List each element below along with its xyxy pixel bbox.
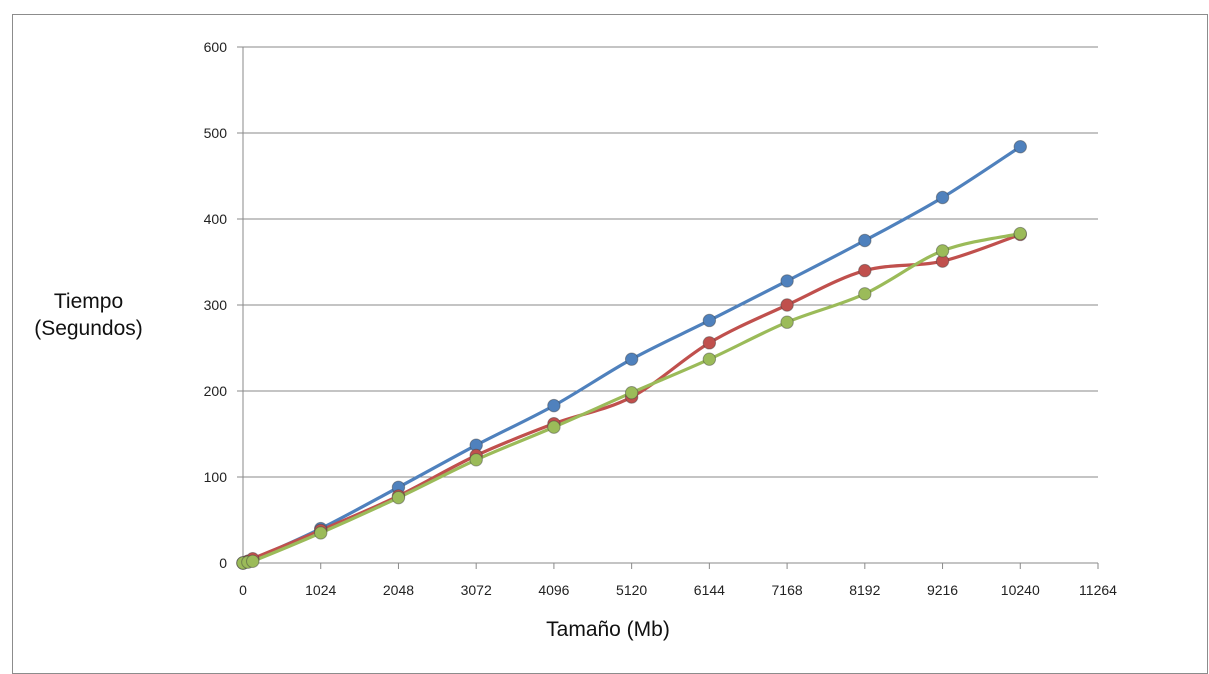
series-2-point-3 [314,526,328,540]
axes [237,46,1099,569]
chart-frame [12,14,1208,674]
y-tick-label-5: 500 [204,125,228,141]
series-2-point-7 [624,386,639,400]
x-tick-label-2: 2048 [383,582,414,598]
x-tick-label-7: 7168 [772,582,803,598]
y-tick-labels: 0 100 200 300 400 500 600 [204,39,228,571]
x-tick-label-5: 5120 [616,582,647,598]
x-tick-labels: 0 1024 2048 3072 4096 5120 6144 7168 8192 9216 102… [239,582,1117,598]
y-axis-label-line-1: Tiempo [53,290,124,313]
series-1-point-10 [858,263,872,278]
x-tick-label-11: 11264 [1079,582,1117,598]
series-2-point-9 [780,315,794,329]
y-tick-label-2: 200 [204,383,228,399]
series-points [236,140,1027,570]
series-2-point-2 [246,554,260,568]
series-2-point-6 [547,420,561,434]
gridlines [243,46,1098,478]
y-tick-label-6: 600 [204,39,228,55]
x-tick-label-9: 9216 [927,582,958,598]
x-tick-label-6: 6144 [694,582,725,598]
series-2-point-12 [1013,226,1027,241]
series-0-point-7 [624,352,639,366]
series-0-point-8 [702,313,717,328]
line-chart: 0 100 200 300 400 500 600 0 1024 2048 3072 4096 512… [204,39,1118,598]
x-tick-label-4: 4096 [538,582,569,598]
x-tick-label-8: 8192 [849,582,880,598]
series-2-point-8 [702,352,717,366]
x-tick-label-10: 10240 [1001,582,1040,598]
series-0-point-6 [547,398,561,413]
y-axis-label-line-2: (Segundos) [34,317,143,340]
series-2-point-5 [469,453,483,467]
x-axis-label: Tamaño (Mb) [546,618,670,641]
x-tick-label-3: 3072 [461,582,492,598]
x-tick-label-1: 1024 [305,582,336,598]
series-0-point-11 [935,190,950,205]
y-tick-label-1: 100 [204,469,228,485]
series-0-point-10 [858,233,872,248]
y-tick-label-0: 0 [219,555,227,571]
series-0-point-12 [1013,140,1027,154]
series-2-point-4 [391,490,406,505]
series-1-point-8 [702,336,717,350]
y-axis-label: Tiempo (Segundos) [16,288,161,342]
series-2-point-10 [858,287,872,301]
y-tick-label-4: 400 [204,211,228,227]
series-2-point-11 [935,244,950,258]
x-tick-label-0: 0 [239,582,247,598]
series-1-point-9 [780,298,794,312]
series-0-point-9 [780,274,794,288]
y-tick-label-3: 300 [204,297,228,313]
